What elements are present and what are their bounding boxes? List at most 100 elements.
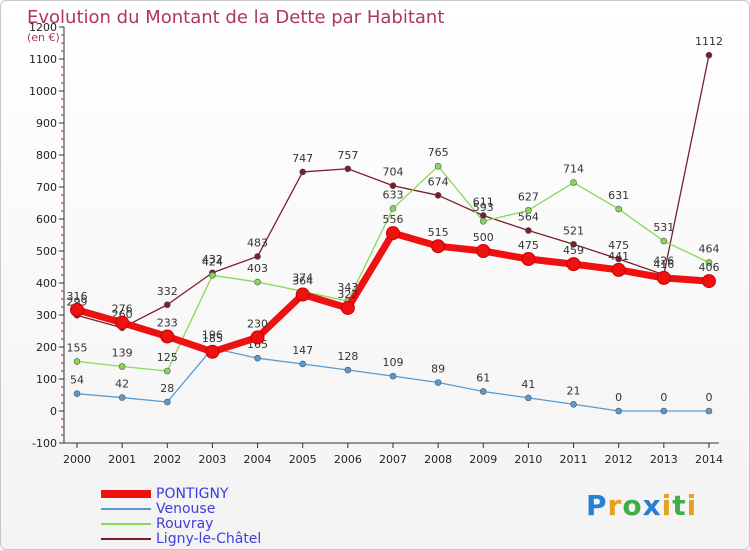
data-point: [70, 302, 84, 317]
data-point: [521, 252, 536, 266]
legend-label: Ligny-le-Châtel: [156, 530, 262, 547]
data-label: 416: [653, 258, 674, 271]
data-label: 627: [518, 190, 539, 203]
legend-swatch: [101, 507, 151, 510]
data-point: [163, 398, 171, 406]
data-label: 28: [160, 382, 174, 395]
y-tick-label: 500: [36, 245, 57, 258]
data-label: 139: [112, 347, 133, 360]
legend: PONTIGNY Venouse Rouvray Ligny-le-Châtel: [101, 486, 262, 547]
data-point: [73, 390, 81, 398]
data-point: [344, 366, 352, 374]
x-tick-label: 2013: [650, 453, 678, 466]
legend-item: Ligny-le-Châtel: [101, 530, 262, 547]
data-label: 0: [615, 391, 622, 404]
x-tick-label: 2010: [514, 453, 542, 466]
data-label: 593: [473, 201, 494, 214]
chart-title: Evolution du Montant de la Dette par Hab…: [27, 7, 445, 28]
y-tick-label: 1200: [29, 21, 57, 34]
data-point: [389, 372, 397, 380]
data-label: 0: [705, 391, 712, 404]
data-label: 747: [292, 152, 313, 165]
y-tick-label: 1000: [29, 85, 57, 98]
data-label: 631: [608, 189, 629, 202]
data-label: 765: [428, 146, 449, 159]
data-label: 475: [608, 239, 629, 252]
data-label: 1112: [695, 35, 723, 48]
data-label: 0: [660, 391, 667, 404]
x-tick-label: 2004: [244, 453, 272, 466]
data-label: 633: [382, 188, 403, 201]
data-label: 125: [157, 351, 178, 364]
data-point: [476, 244, 491, 258]
x-tick-label: 2008: [424, 453, 452, 466]
y-tick-label: 900: [36, 117, 57, 130]
data-point: [479, 388, 487, 395]
data-point: [431, 239, 446, 254]
data-point: [479, 217, 487, 225]
data-label: 89: [431, 363, 445, 376]
legend-label: Venouse: [156, 500, 216, 517]
y-tick-label: 700: [36, 181, 57, 194]
data-point: [570, 240, 577, 248]
proxiti-logo: Proxiti: [586, 489, 698, 522]
data-label: 316: [67, 290, 88, 303]
x-tick-label: 2014: [695, 453, 723, 466]
x-tick-label: 2011: [560, 453, 588, 466]
x-tick-label: 2003: [198, 453, 226, 466]
data-label: 155: [67, 341, 88, 354]
data-label: 185: [202, 332, 223, 345]
data-label: 276: [112, 303, 133, 316]
data-point: [705, 259, 713, 266]
y-tick-label: 800: [36, 149, 57, 162]
data-label: 432: [202, 253, 223, 266]
data-label: 564: [518, 211, 539, 224]
data-label: 230: [247, 317, 268, 330]
y-tick-label: 100: [36, 373, 57, 386]
x-tick-label: 2000: [63, 453, 91, 466]
unit-label: (en €): [27, 31, 60, 44]
data-label: 464: [698, 243, 719, 256]
data-point: [344, 165, 352, 173]
data-label: 21: [567, 384, 581, 397]
data-point: [118, 394, 126, 401]
x-tick-label: 2005: [289, 453, 317, 466]
data-point: [434, 379, 442, 386]
data-label: 531: [653, 221, 674, 234]
data-point: [660, 237, 668, 245]
data-label: 424: [202, 255, 223, 268]
data-label: 500: [473, 231, 494, 244]
data-label: 147: [292, 344, 313, 357]
data-point: [118, 363, 126, 370]
data-point: [434, 192, 442, 199]
data-point: [254, 278, 261, 286]
data-label: 459: [563, 244, 584, 257]
data-point: [525, 227, 532, 234]
legend-label: Rouvray: [156, 515, 214, 532]
y-tick-label: 200: [36, 341, 57, 354]
data-point: [615, 205, 622, 213]
data-label: 54: [70, 374, 84, 387]
legend-swatch: [101, 489, 151, 498]
y-tick-label: 400: [36, 277, 57, 290]
data-label: 61: [476, 371, 490, 384]
data-point: [115, 315, 130, 330]
data-point: [299, 360, 307, 368]
data-label: 364: [292, 275, 313, 288]
data-point: [299, 168, 307, 176]
data-point: [525, 207, 532, 214]
legend-item: Venouse: [101, 500, 261, 517]
data-label: 611: [473, 195, 494, 208]
data-point: [73, 358, 81, 365]
data-point: [385, 226, 400, 241]
data-point: [705, 51, 713, 59]
data-label: 128: [337, 350, 358, 363]
data-point: [163, 301, 171, 309]
data-point: [705, 407, 713, 415]
data-label: 299: [67, 295, 88, 308]
data-label: 42: [115, 378, 129, 391]
data-point: [615, 407, 622, 415]
y-tick-label: 600: [36, 213, 57, 226]
y-tick-label: 1100: [29, 53, 57, 66]
